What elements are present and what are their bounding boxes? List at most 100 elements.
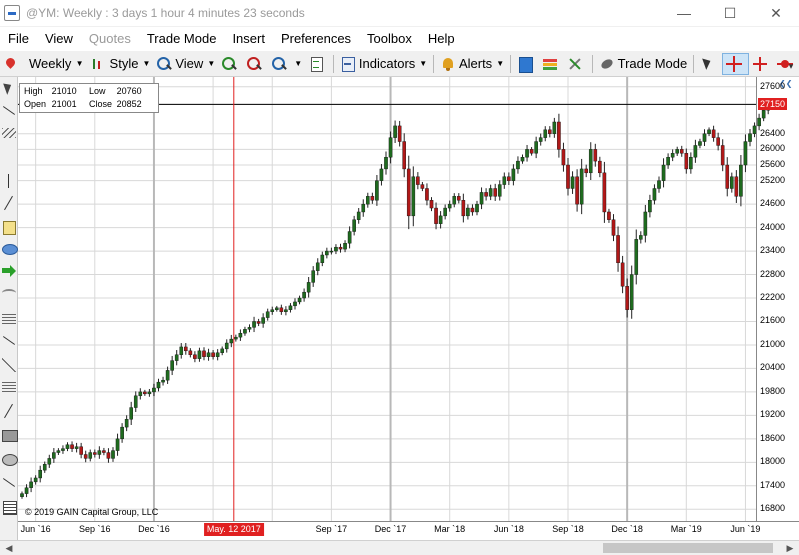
style-button[interactable]: Style ▼ xyxy=(88,53,154,75)
view-button[interactable]: View ▼ xyxy=(153,53,218,75)
candle-body xyxy=(666,156,670,166)
pin-button[interactable] xyxy=(0,53,25,75)
toolbar-separator xyxy=(693,54,694,73)
close-value: 20852 xyxy=(116,99,142,109)
maximize-button[interactable]: ☐ xyxy=(723,4,737,21)
candle-body xyxy=(652,188,657,201)
menu-view[interactable]: View xyxy=(44,31,73,46)
scroll-right-icon[interactable]: ▶ xyxy=(786,543,794,553)
pointer-button[interactable] xyxy=(697,53,722,75)
toolbar: Weekly ▼ Style ▼ View ▼ ▼ Indicators ▼ Aler… xyxy=(0,51,799,77)
candle-body xyxy=(288,305,293,310)
rectangle-icon[interactable] xyxy=(1,427,18,443)
menu-file[interactable]: File xyxy=(8,31,29,46)
candle-body xyxy=(466,207,470,217)
drawing-tools-button[interactable] xyxy=(564,53,589,75)
candle-body xyxy=(52,452,56,459)
target-button[interactable] xyxy=(774,53,799,75)
candle-body xyxy=(730,176,734,189)
channel-icon[interactable] xyxy=(1,125,17,141)
candle-body xyxy=(525,149,529,158)
zoom-menu-button[interactable]: ▼ xyxy=(268,53,305,75)
caret-icon: ▼ xyxy=(294,59,303,68)
menu-toolbox[interactable]: Toolbox xyxy=(367,31,412,46)
arrow-marker-icon[interactable] xyxy=(1,263,17,279)
chart-pane[interactable]: High 21010 Low 20760 Open 21001 Close 20… xyxy=(18,77,799,540)
candle-body xyxy=(343,243,347,250)
candle-body xyxy=(188,350,193,355)
ellipse-icon[interactable] xyxy=(1,241,18,257)
candle-body xyxy=(47,458,52,465)
menu-insert[interactable]: Insert xyxy=(232,31,265,46)
trend-line-icon[interactable] xyxy=(1,103,17,119)
quote-panel-button[interactable] xyxy=(514,53,539,75)
text-icon[interactable] xyxy=(1,499,17,515)
period-select[interactable]: Weekly ▼ xyxy=(25,53,88,74)
candle-body xyxy=(265,311,270,318)
candle-body xyxy=(179,346,184,355)
candle-body xyxy=(311,270,316,283)
candle-body xyxy=(120,426,124,440)
close-button[interactable]: ✕ xyxy=(770,4,782,21)
report-button[interactable] xyxy=(305,53,330,75)
alerts-button[interactable]: Alerts ▼ xyxy=(437,53,507,75)
minimize-button[interactable]: — xyxy=(677,5,691,21)
angle-line-icon[interactable] xyxy=(1,403,17,419)
price-chart[interactable] xyxy=(18,77,799,540)
window-title: @YM: Weekly : 3 days 1 hour 4 minutes 23… xyxy=(26,6,305,20)
target-icon xyxy=(776,56,793,72)
note-icon[interactable] xyxy=(1,219,17,235)
date-axis[interactable]: May. 12 2017 Jun `16 Sep `16 Dec `16 Sep `1… xyxy=(18,521,760,540)
color-bars-button[interactable] xyxy=(539,53,564,75)
candle-body xyxy=(243,329,247,334)
candle-body xyxy=(566,164,570,189)
candle-body xyxy=(270,309,275,312)
menu-help[interactable]: Help xyxy=(427,31,455,46)
menu-quotes[interactable]: Quotes xyxy=(88,31,131,46)
toolbar-separator xyxy=(591,54,593,73)
candle-body xyxy=(211,352,215,357)
vertical-line-icon[interactable] xyxy=(1,173,17,189)
candle-body xyxy=(133,395,138,408)
candle-body xyxy=(698,141,702,146)
price-tick-label: 17400 xyxy=(760,479,786,490)
oval-icon[interactable] xyxy=(1,451,18,467)
date-tick-label: Jun `16 xyxy=(20,524,51,534)
gann-fan-icon[interactable] xyxy=(1,357,17,373)
candle-body xyxy=(739,164,743,197)
scroll-left-icon[interactable]: ◀ xyxy=(5,543,13,553)
candle-body xyxy=(97,450,102,455)
candle-body xyxy=(33,477,38,483)
indicators-button[interactable]: Indicators ▼ xyxy=(337,53,430,75)
price-tick-label: 21000 xyxy=(760,338,786,349)
menu-preferences[interactable]: Preferences xyxy=(280,31,352,46)
curve-icon[interactable] xyxy=(1,285,17,301)
regression-icon[interactable] xyxy=(1,379,17,395)
horizontal-scrollbar[interactable]: ◀ ▶ xyxy=(0,540,799,555)
candle-body xyxy=(734,176,739,197)
candle-body xyxy=(702,133,707,142)
toolbar-overflow-button[interactable]: ▾ xyxy=(788,61,794,71)
candle-body xyxy=(92,452,97,455)
crosshair-button[interactable] xyxy=(721,52,749,75)
axis-expand-icon[interactable]: ❮❮ xyxy=(779,79,793,88)
candle-body xyxy=(657,180,661,189)
crosshair-plus-button[interactable] xyxy=(749,53,774,75)
candle-body xyxy=(434,207,438,224)
zoom-in-button[interactable] xyxy=(218,53,243,75)
zoom-out-button[interactable] xyxy=(243,53,268,75)
select-arrow-icon[interactable] xyxy=(1,81,17,97)
price-axis[interactable]: ❮❮ 27600 26400 26000 25600 25200 24600 24000 23… xyxy=(756,77,799,521)
ray-line-icon[interactable] xyxy=(1,195,17,211)
menu-trade-mode[interactable]: Trade Mode xyxy=(146,31,217,46)
polyline-icon[interactable] xyxy=(1,475,17,491)
fibonacci-icon[interactable] xyxy=(1,311,17,327)
candle-body xyxy=(206,352,211,357)
candle-body xyxy=(452,196,457,205)
trade-mode-icon xyxy=(599,56,615,72)
scrollbar-thumb[interactable] xyxy=(603,543,773,553)
copyright-text: © 2019 GAIN Capital Group, LLC xyxy=(25,507,159,517)
pitchfork-icon[interactable] xyxy=(1,333,17,349)
trade-mode-button[interactable]: Trade Mode xyxy=(596,53,691,75)
candle-body xyxy=(516,160,520,170)
